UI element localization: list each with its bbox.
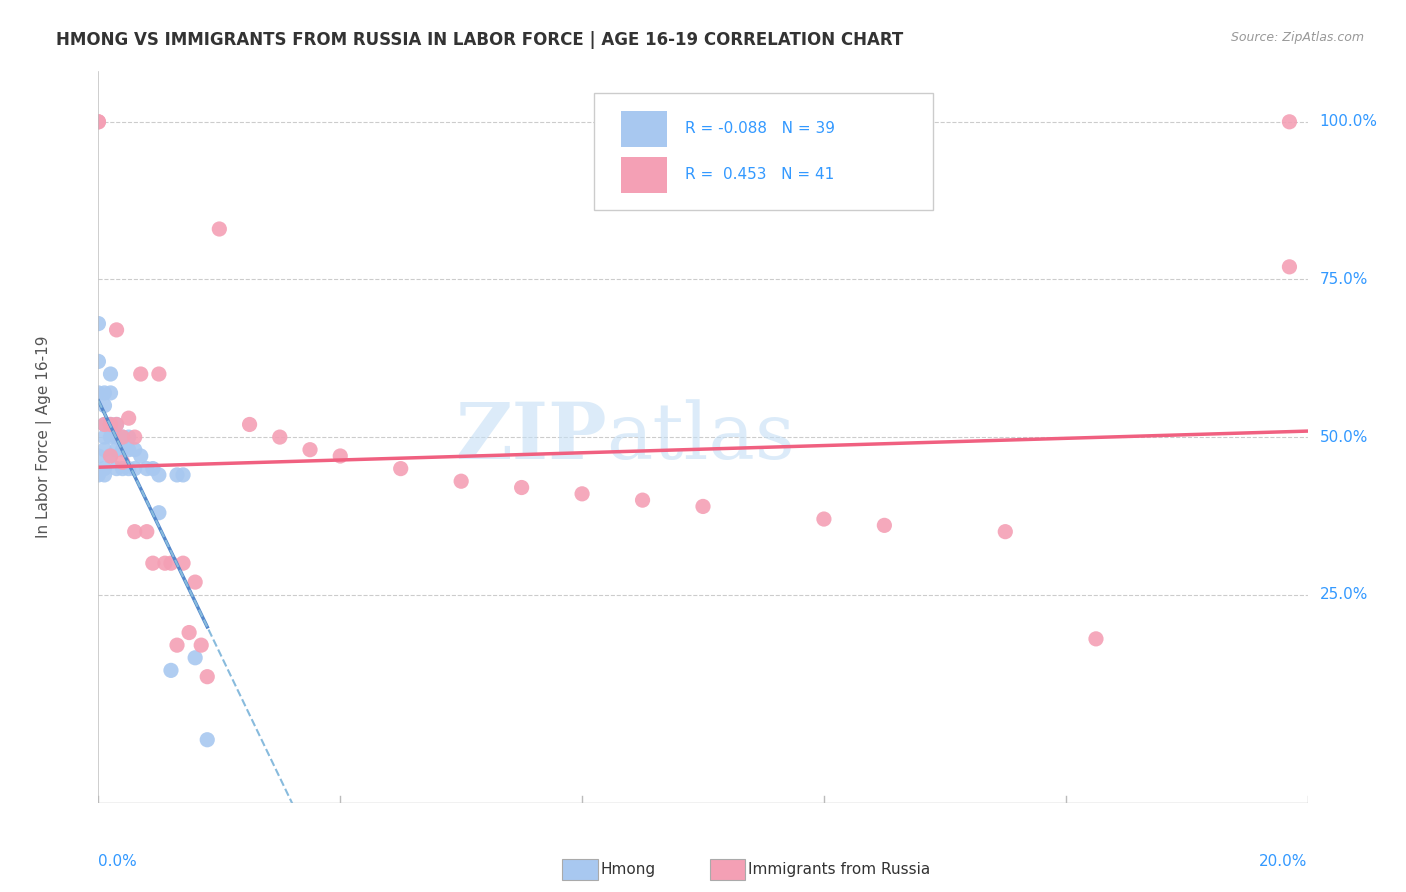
Point [111,442,134,457]
Point [329,449,352,463]
Point [93,386,115,401]
Point [118,442,141,457]
Point [166,467,188,482]
FancyBboxPatch shape [621,111,666,146]
Point [148,367,170,381]
Point [299,442,322,457]
Point [190,638,212,652]
Point [129,367,152,381]
Point [87,449,110,463]
Point [873,518,896,533]
Point [93,461,115,475]
Point [450,474,472,488]
Point [184,575,207,590]
Point [184,650,207,665]
Text: ZIP: ZIP [454,399,606,475]
Point [160,664,183,678]
Point [100,449,122,463]
Point [105,417,128,432]
Text: 100.0%: 100.0% [1320,114,1378,129]
FancyBboxPatch shape [621,157,666,193]
Point [93,430,115,444]
Text: 50.0%: 50.0% [1320,430,1368,444]
Point [148,506,170,520]
Point [135,524,157,539]
Point [100,430,122,444]
Point [195,670,218,684]
Point [93,417,115,432]
Point [129,449,152,463]
Text: R =  0.453   N = 41: R = 0.453 N = 41 [685,167,834,182]
Text: 20.0%: 20.0% [1260,854,1308,869]
Text: atlas: atlas [606,400,794,475]
Point [93,399,115,413]
Text: Source: ZipAtlas.com: Source: ZipAtlas.com [1230,31,1364,45]
Point [571,487,593,501]
Point [100,449,122,463]
Point [208,222,231,236]
Point [389,461,412,475]
Point [105,442,128,457]
Point [142,461,165,475]
Point [813,512,835,526]
Point [87,317,110,331]
Text: Immigrants from Russia: Immigrants from Russia [748,863,931,877]
Point [153,556,176,570]
Point [1278,260,1301,274]
Point [124,430,146,444]
Text: In Labor Force | Age 16-19: In Labor Force | Age 16-19 [37,335,52,539]
Point [100,417,122,432]
Point [510,481,533,495]
Point [100,417,122,432]
Point [142,556,165,570]
Point [631,493,654,508]
Point [118,461,141,475]
Point [87,386,110,401]
Point [105,417,128,432]
Point [1085,632,1108,646]
Point [124,524,146,539]
Point [111,461,134,475]
Point [100,386,122,401]
Point [105,430,128,444]
Point [111,430,134,444]
Point [172,556,194,570]
Point [87,115,110,129]
Point [135,461,157,475]
Point [269,430,291,444]
Point [100,367,122,381]
Point [111,430,134,444]
Point [124,461,146,475]
Point [124,442,146,457]
Point [994,524,1017,539]
Point [172,467,194,482]
FancyBboxPatch shape [595,94,932,211]
Point [111,455,134,469]
Point [87,115,110,129]
Point [177,625,201,640]
Text: 0.0%: 0.0% [98,854,138,869]
Point [93,467,115,482]
Point [105,461,128,475]
Text: R = -0.088   N = 39: R = -0.088 N = 39 [685,120,835,136]
Point [118,430,141,444]
Text: Hmong: Hmong [600,863,655,877]
Point [239,417,262,432]
Point [105,323,128,337]
Text: 75.0%: 75.0% [1320,272,1368,287]
Text: HMONG VS IMMIGRANTS FROM RUSSIA IN LABOR FORCE | AGE 16-19 CORRELATION CHART: HMONG VS IMMIGRANTS FROM RUSSIA IN LABOR… [56,31,904,49]
Point [195,732,218,747]
Point [118,411,141,425]
Point [93,442,115,457]
Point [160,556,183,570]
Point [1278,115,1301,129]
Point [93,417,115,432]
Point [692,500,714,514]
Point [148,467,170,482]
Point [87,467,110,482]
Point [166,638,188,652]
Point [87,354,110,368]
Text: 25.0%: 25.0% [1320,587,1368,602]
